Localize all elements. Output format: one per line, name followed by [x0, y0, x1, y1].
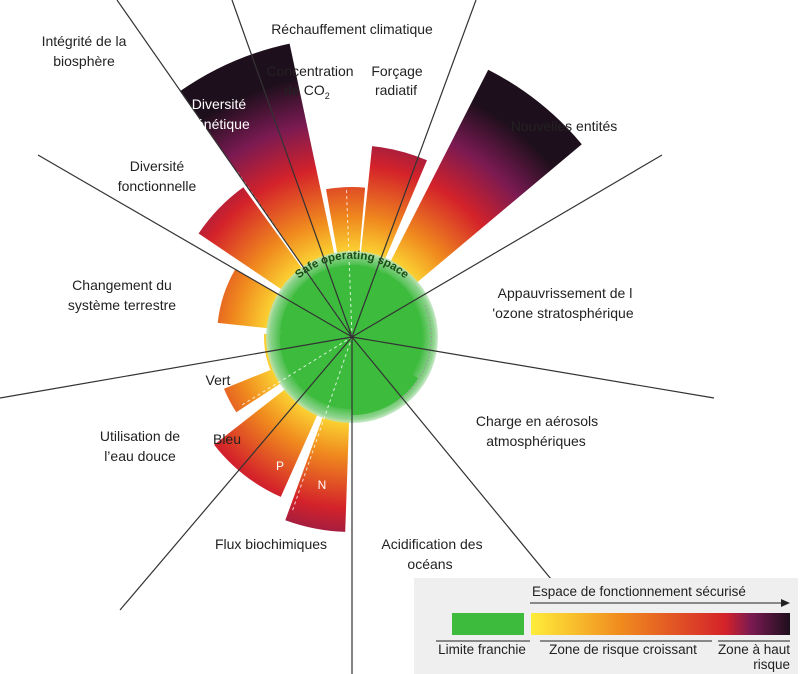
safe-biochemical: [295, 337, 352, 409]
label-phosphorus: P: [276, 459, 284, 473]
divider-1: [116, 0, 353, 338]
label-land-line2: système terrestre: [68, 297, 176, 313]
label-nitrogen: N: [318, 478, 327, 492]
label-aerosols-line1: Charge en aérosols: [476, 413, 598, 429]
label-radiative-line2: radiatif: [375, 82, 417, 98]
label-co2-line2: de CO2: [284, 82, 329, 101]
divider-3: [351, 0, 477, 338]
legend-arrow-head: [781, 599, 790, 607]
divider-6: [0, 336, 353, 399]
label-climate-change: Réchauffement climatique: [271, 21, 433, 37]
label-aerosols-line2: atmosphériques: [486, 433, 586, 449]
safe-biosphere: [292, 266, 352, 337]
legend-swatch-risk: [531, 613, 790, 635]
label-genetic-line1: Diversité: [192, 96, 247, 112]
safe-boundary-dotted-arc: [396, 304, 432, 403]
divider-7: [351, 336, 715, 399]
safe-ozone: [352, 309, 408, 337]
safe-novel: [352, 272, 415, 337]
label-functional-line1: Diversité: [130, 158, 185, 174]
label-ozone-line1: Appauvrissement de l: [498, 285, 633, 301]
radial-dividers: [0, 0, 715, 674]
legend: Espace de fonctionnement sécurisé Limite…: [414, 578, 798, 674]
divider-2: [231, 0, 353, 338]
label-ocean-line1: Acidification des: [381, 536, 482, 552]
label-radiative-line1: Forçage: [371, 63, 423, 79]
label-co2-line1: Concentration: [266, 63, 353, 79]
divider-4: [37, 154, 353, 338]
legend-swatch-boundary: [452, 613, 524, 635]
divider-8: [119, 336, 353, 611]
safe-land: [280, 301, 352, 337]
legend-label-high-1: Zone à haut: [718, 642, 790, 657]
co2-divider: [344, 149, 353, 338]
label-ocean-line2: océans: [407, 556, 452, 572]
label-functional-line2: fonctionnelle: [118, 178, 197, 194]
label-blue-water: Bleu: [213, 431, 241, 447]
safe-water: [279, 334, 352, 377]
legend-label-boundary: Limite franchie: [438, 642, 526, 657]
label-freshwater-line1: Utilisation de: [100, 428, 180, 444]
pn-divider: [291, 336, 353, 513]
label-novel-entities: Nouvelles entités: [511, 118, 618, 134]
legend-arrow-label: Espace de fonctionnement sécurisé: [532, 584, 746, 599]
divider-10: [351, 336, 561, 591]
label-biosphere-line1: Intégrité de la: [42, 33, 127, 49]
legend-label-increasing: Zone de risque croissant: [549, 642, 697, 657]
label-green-water: Vert: [206, 372, 231, 388]
divider-5: [351, 154, 663, 338]
wedge-novel: [352, 69, 582, 337]
legend-label-high-2: risque: [753, 657, 790, 672]
label-biosphere-line2: biosphère: [53, 53, 115, 69]
label-genetic-line2: génétique: [188, 116, 250, 132]
label-ozone-line2: 'ozone stratosphérique: [492, 305, 633, 321]
label-biochemical: Flux biochimiques: [215, 536, 327, 552]
label-land-line1: Changement du: [72, 277, 172, 293]
label-freshwater-line2: l’eau douce: [104, 448, 176, 464]
